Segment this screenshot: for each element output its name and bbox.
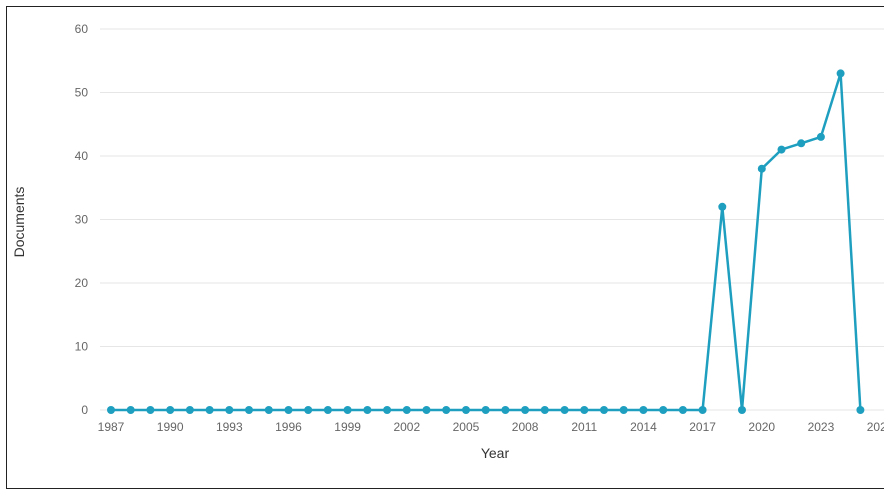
data-point-2024[interactable] — [836, 69, 845, 78]
data-point-2004[interactable] — [442, 406, 451, 414]
x-tick-label: 2020 — [748, 420, 775, 434]
data-point-2002[interactable] — [402, 406, 411, 414]
x-tick-labels: 1987 1990 1993 1996 1999 2002 2005 2008 2011 2014… — [98, 420, 884, 434]
data-point-2020[interactable] — [757, 164, 766, 173]
data-point-2022[interactable] — [797, 139, 806, 148]
data-point-1989[interactable] — [146, 406, 155, 414]
grid-lines — [100, 28, 884, 411]
data-point-2006[interactable] — [481, 406, 490, 414]
y-tick-label: 20 — [75, 276, 89, 290]
data-point-2001[interactable] — [383, 406, 392, 414]
x-tick-label: 2023 — [808, 420, 835, 434]
x-tick-label: 2002 — [393, 420, 420, 434]
series-layer — [107, 69, 865, 414]
data-point-2000[interactable] — [363, 406, 372, 414]
data-point-2023[interactable] — [816, 132, 825, 141]
x-tick-label: 2011 — [571, 420, 597, 434]
data-point-1987[interactable] — [107, 406, 115, 414]
y-tick-label: 0 — [81, 403, 88, 417]
data-point-2012[interactable] — [600, 406, 608, 414]
data-point-1988[interactable] — [126, 406, 135, 414]
data-point-2013[interactable] — [619, 406, 628, 414]
x-tick-label: 1987 — [98, 420, 125, 434]
data-point-1995[interactable] — [264, 406, 273, 414]
x-tick-label: 1996 — [275, 420, 302, 434]
y-axis-title: Documents — [11, 187, 27, 258]
data-point-2009[interactable] — [540, 406, 549, 414]
y-tick-label: 60 — [75, 22, 89, 36]
data-point-1996[interactable] — [284, 406, 293, 414]
data-point-2010[interactable] — [560, 406, 569, 414]
data-point-2025[interactable] — [856, 406, 865, 414]
y-tick-label: 50 — [75, 86, 89, 100]
data-point-2005[interactable] — [462, 406, 470, 414]
data-point-2014[interactable] — [639, 406, 648, 414]
data-point-1999[interactable] — [343, 406, 352, 414]
data-point-1998[interactable] — [323, 406, 332, 414]
x-tick-label: 2005 — [453, 420, 480, 434]
data-point-2015[interactable] — [659, 406, 668, 414]
data-point-2008[interactable] — [521, 406, 530, 414]
y-tick-labels: 0 10 20 30 40 50 60 — [75, 22, 89, 417]
data-point-2021[interactable] — [777, 145, 786, 154]
y-tick-label: 30 — [75, 213, 89, 227]
y-tick-label: 10 — [75, 340, 89, 354]
x-tick-label: 2017 — [689, 420, 716, 434]
data-point-2019[interactable] — [738, 406, 746, 414]
data-point-1991[interactable] — [185, 406, 194, 414]
x-tick-label: 1993 — [216, 420, 243, 434]
data-point-1990[interactable] — [166, 406, 175, 414]
x-axis-title: Year — [481, 445, 510, 461]
y-tick-label: 40 — [75, 149, 89, 163]
x-tick-label: 2008 — [512, 420, 539, 434]
data-point-2016[interactable] — [678, 406, 687, 414]
data-point-1993[interactable] — [225, 406, 234, 414]
data-point-1997[interactable] — [304, 406, 313, 414]
data-point-1992[interactable] — [205, 406, 214, 414]
x-tick-label: 1999 — [334, 420, 361, 434]
data-point-2011[interactable] — [580, 406, 589, 414]
series-line — [111, 72, 862, 412]
data-point-1994[interactable] — [245, 406, 253, 414]
data-point-2003[interactable] — [422, 406, 431, 414]
data-point-2007[interactable] — [501, 406, 510, 414]
data-point-2017[interactable] — [698, 406, 707, 414]
x-tick-label: 1990 — [157, 420, 184, 434]
data-point-2018[interactable] — [718, 202, 727, 211]
x-tick-label: 2014 — [630, 420, 657, 434]
x-tick-label: 2026 — [867, 420, 884, 434]
